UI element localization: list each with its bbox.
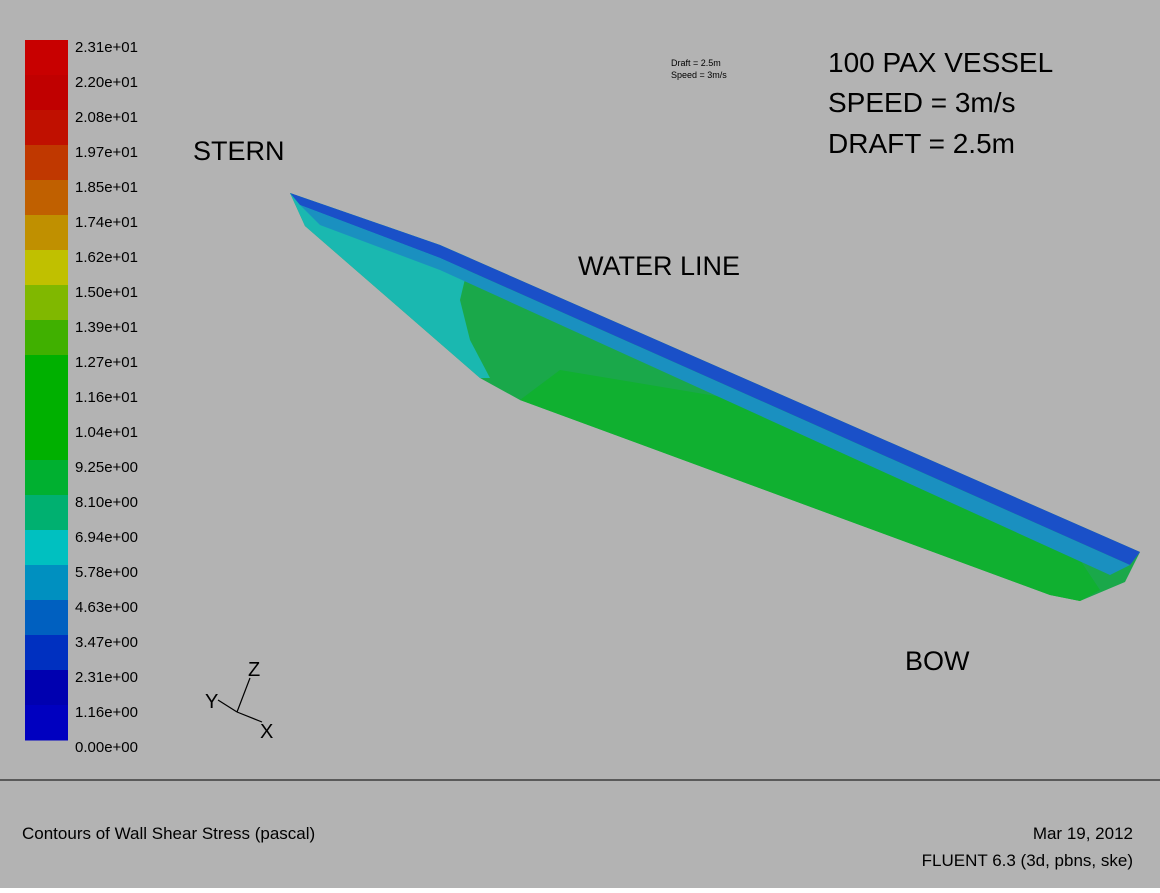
- colorbar-band: [25, 565, 68, 601]
- colorbar-label: 0.00e+00: [75, 739, 138, 756]
- colorbar-band: [25, 40, 68, 76]
- colorbar-band: [25, 145, 68, 181]
- colorbar-band: [25, 215, 68, 251]
- stern-label: STERN: [193, 136, 285, 166]
- colorbar-label: 2.08e+01: [75, 109, 138, 126]
- colorbar-label: 1.16e+01: [75, 389, 138, 406]
- footer-software: FLUENT 6.3 (3d, pbns, ske): [922, 851, 1133, 870]
- small-speed: Speed = 3m/s: [671, 70, 727, 80]
- colorbar-band: [25, 355, 68, 391]
- colorbar-band: [25, 390, 68, 426]
- colorbar-band: [25, 110, 68, 146]
- colorbar-band: [25, 320, 68, 356]
- colorbar-label: 6.94e+00: [75, 529, 138, 546]
- colorbar-label: 9.25e+00: [75, 459, 138, 476]
- draft-label: DRAFT = 2.5m: [828, 128, 1015, 159]
- colorbar-label: 2.20e+01: [75, 74, 138, 91]
- small-draft: Draft = 2.5m: [671, 58, 721, 68]
- colorbar-label: 2.31e+00: [75, 669, 138, 686]
- colorbar-label: 1.16e+00: [75, 704, 138, 721]
- footer-date: Mar 19, 2012: [1033, 824, 1133, 843]
- colorbar-band: [25, 635, 68, 671]
- colorbar-label: 1.97e+01: [75, 144, 138, 161]
- viewport: 2.31e+01 2.20e+01 2.08e+01 1.97e+01 1.85e+01…: [0, 0, 1160, 888]
- footer-title: Contours of Wall Shear Stress (pascal): [22, 824, 315, 843]
- colorbar-label: 4.63e+00: [75, 599, 138, 616]
- colorbar-band: [25, 285, 68, 321]
- colorbar-band: [25, 425, 68, 461]
- colorbar-band: [25, 670, 68, 706]
- z-label: Z: [248, 659, 260, 681]
- colorbar-band: [25, 600, 68, 636]
- colorbar-label: 3.47e+00: [75, 634, 138, 651]
- speed-label: SPEED = 3m/s: [828, 87, 1016, 118]
- colorbar-label: 1.62e+01: [75, 249, 138, 266]
- colorbar-band: [25, 530, 68, 566]
- colorbar-label: 1.04e+01: [75, 424, 138, 441]
- x-label: X: [260, 721, 273, 743]
- water-line-label: WATER LINE: [578, 251, 740, 281]
- colorbar-label: 1.50e+01: [75, 284, 138, 301]
- colorbar-label: 1.85e+01: [75, 179, 138, 196]
- colorbar-label: 1.27e+01: [75, 354, 138, 371]
- colorbar-label: 2.31e+01: [75, 39, 138, 56]
- colorbar-label: 8.10e+00: [75, 494, 138, 511]
- colorbar-band: [25, 180, 68, 216]
- y-label: Y: [205, 691, 218, 713]
- bow-label: BOW: [905, 646, 970, 676]
- colorbar-label: 1.39e+01: [75, 319, 138, 336]
- colorbar: 2.31e+01 2.20e+01 2.08e+01 1.97e+01 1.85e+01…: [25, 39, 138, 756]
- colorbar-label: 1.74e+01: [75, 214, 138, 231]
- colorbar-band: [25, 75, 68, 111]
- colorbar-band: [25, 250, 68, 286]
- vessel-label: 100 PAX VESSEL: [828, 47, 1053, 78]
- colorbar-band: [25, 495, 68, 531]
- colorbar-label: 5.78e+00: [75, 564, 138, 581]
- colorbar-band: [25, 705, 68, 741]
- colorbar-band: [25, 460, 68, 496]
